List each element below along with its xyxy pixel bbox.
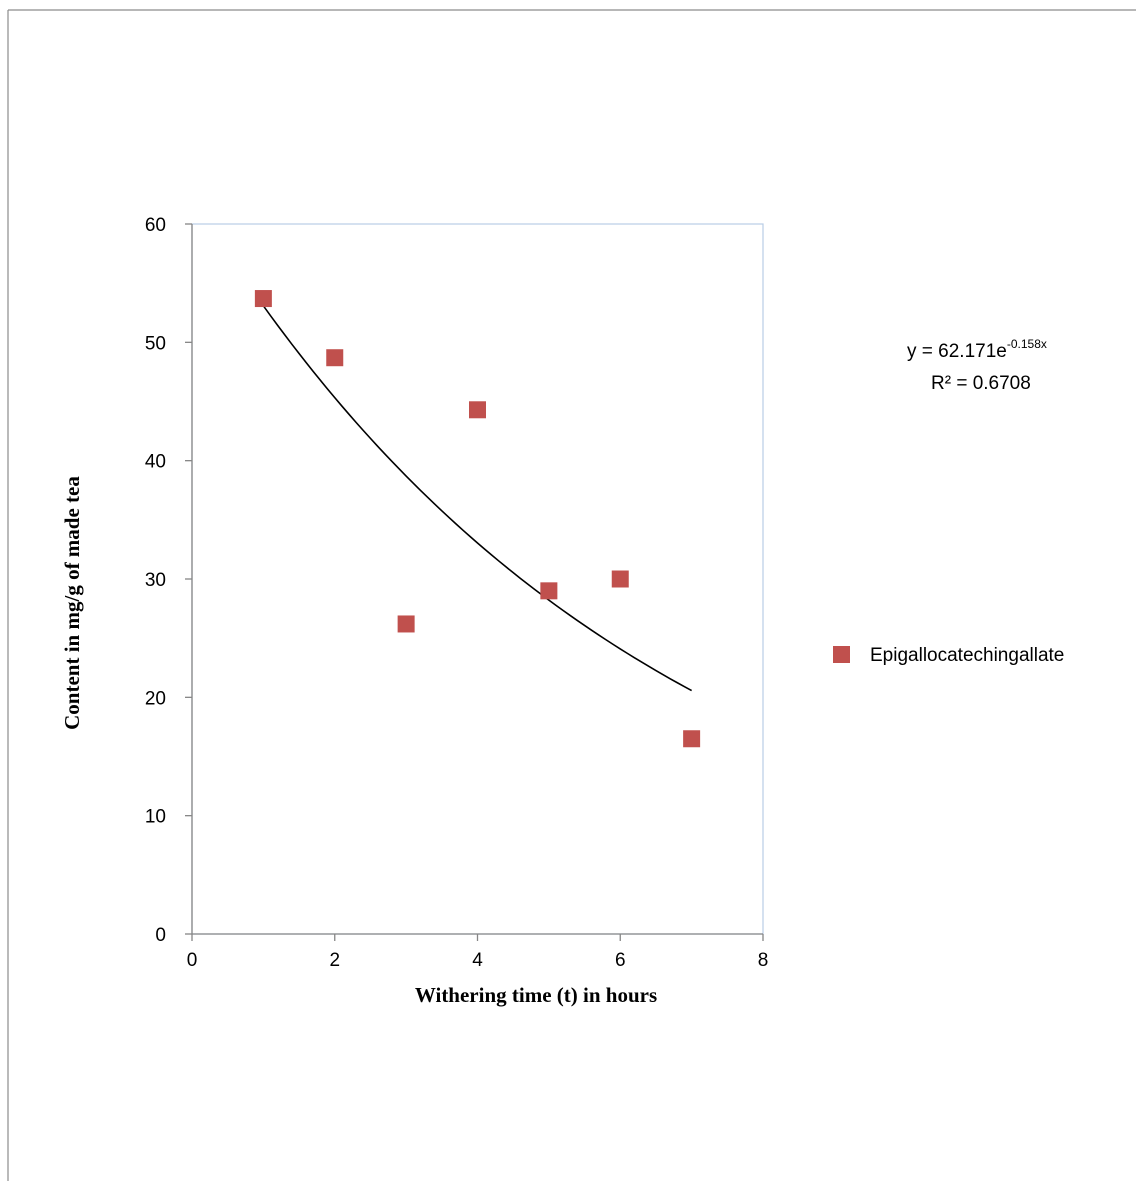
- y-tick-label: 50: [145, 333, 166, 354]
- x-axis-ticks: 0 2 4 6 8: [187, 934, 769, 971]
- x-tick-label: 0: [187, 950, 198, 971]
- data-point: [611, 570, 629, 588]
- y-axis-ticks: 0 10 20 30 40 50 60: [145, 215, 192, 946]
- equation-base: y = 62.171e: [907, 341, 1007, 362]
- x-axis-title: Withering time (t) in hours: [415, 983, 657, 1007]
- data-point: [469, 401, 486, 419]
- y-tick-label: 40: [145, 452, 166, 473]
- data-points: [254, 290, 701, 748]
- trendline: [262, 305, 693, 692]
- y-tick-label: 0: [155, 925, 166, 946]
- data-point: [254, 290, 272, 308]
- legend-label: Epigallocatechingallate: [870, 645, 1064, 666]
- x-tick-label: 4: [472, 950, 483, 971]
- data-point: [326, 349, 344, 367]
- plot-area: [191, 223, 764, 935]
- y-tick-label: 30: [145, 570, 166, 591]
- data-point: [397, 615, 415, 633]
- x-tick-label: 6: [615, 950, 626, 971]
- y-tick-label: 10: [145, 807, 166, 828]
- data-point: [683, 730, 701, 748]
- r-squared-label: R² = 0.6708: [931, 373, 1031, 394]
- equation-exponent: -0.158x: [1007, 337, 1047, 351]
- x-tick-label: 2: [329, 950, 340, 971]
- data-point: [540, 582, 558, 600]
- y-axis-title: Content in mg/g of made tea: [60, 476, 84, 730]
- y-tick-label: 60: [145, 215, 166, 236]
- legend-marker: [833, 646, 850, 663]
- y-tick-label: 20: [145, 688, 166, 709]
- trendline-equation: y = 62.171e-0.158x: [907, 337, 1047, 362]
- x-tick-label: 8: [758, 950, 769, 971]
